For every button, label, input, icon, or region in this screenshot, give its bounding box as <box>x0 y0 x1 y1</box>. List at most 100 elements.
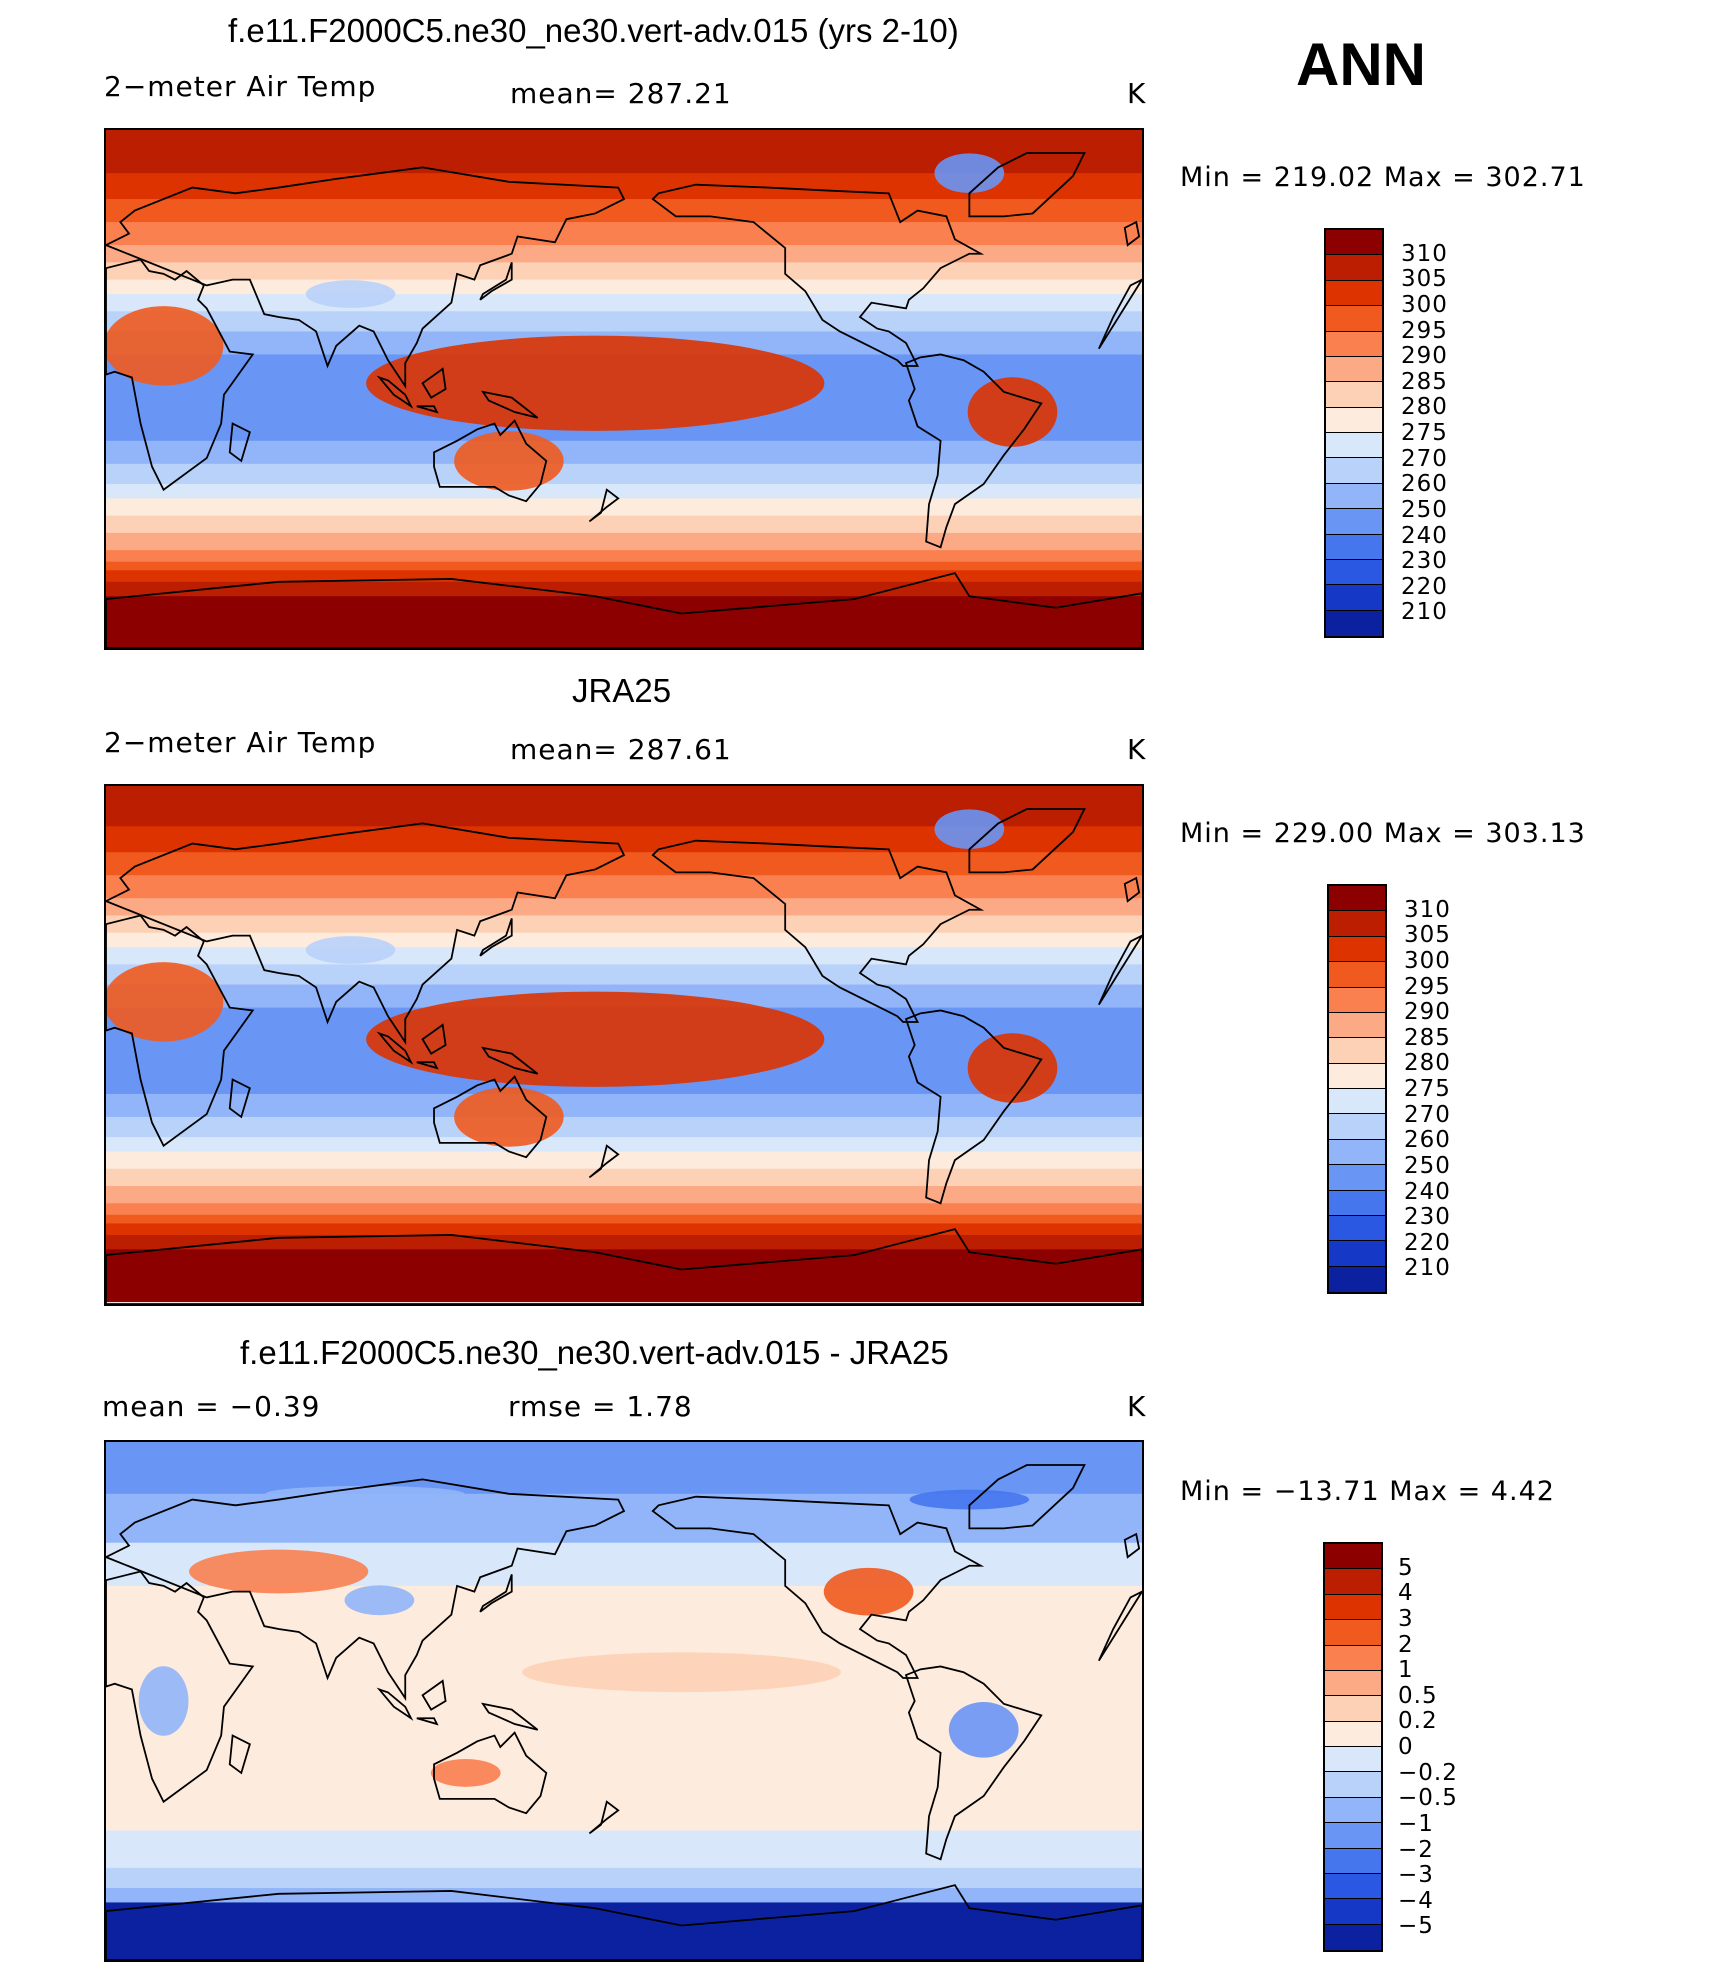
variable-label-model: 2−meter Air Temp <box>104 70 377 103</box>
colorbar-swatch <box>1325 1823 1381 1849</box>
colorbar-swatch <box>1325 1645 1381 1671</box>
colorbar-tick-label: 4 <box>1398 1580 1414 1607</box>
colorbar-swatch <box>1326 534 1382 560</box>
coastline <box>904 353 1043 549</box>
coastline <box>480 1046 539 1075</box>
coastline <box>421 367 447 399</box>
coastline <box>228 1078 251 1119</box>
colorbar-swatch <box>1325 1797 1381 1824</box>
colorbar-tick-label: 310 <box>1404 896 1451 923</box>
map-field <box>106 130 1142 648</box>
colorbar-swatch <box>1329 936 1385 963</box>
colorbar-swatch <box>1329 1165 1385 1191</box>
colorbar-tick-label: 270 <box>1404 1101 1451 1128</box>
coastline <box>416 405 439 414</box>
colorbar-tick-label: 285 <box>1401 368 1448 395</box>
colorbar-swatch <box>1325 1848 1381 1874</box>
coastline <box>1098 934 1142 1006</box>
minmax-label-model: Min = 219.02 Max = 302.71 <box>1180 162 1586 193</box>
colorbar-swatch <box>1329 1215 1385 1242</box>
variable-label-obs: 2−meter Air Temp <box>104 726 377 759</box>
colorbar-swatch <box>1326 407 1382 433</box>
map-model <box>104 128 1144 650</box>
coastline <box>376 375 414 409</box>
panel-title-model: f.e11.F2000C5.ne30_ne30.vert-adv.015 (yr… <box>228 12 959 49</box>
coastline <box>480 1702 539 1731</box>
map-obs <box>104 784 1144 1306</box>
coastline <box>651 183 985 367</box>
colorbar-tick-label: −1 <box>1398 1810 1434 1837</box>
colorbar-swatch <box>1326 509 1382 535</box>
colorbar-tick-label: 2 <box>1398 1631 1414 1658</box>
colorbar-swatch <box>1325 1696 1381 1722</box>
coastline <box>433 419 548 503</box>
colorbar-tick-label: 0.5 <box>1398 1682 1438 1709</box>
season-label: ANN <box>1296 31 1426 98</box>
colorbar-tick-label: 220 <box>1404 1229 1451 1256</box>
coastline <box>376 1687 414 1721</box>
colorbar-swatch <box>1326 483 1382 510</box>
colorbar-diff <box>1323 1542 1383 1952</box>
coastline <box>106 1478 626 1702</box>
coastline <box>106 1884 1142 1960</box>
colorbar-swatch <box>1326 458 1382 484</box>
coastline <box>106 258 255 492</box>
coastline <box>106 572 1142 648</box>
colorbar-swatch <box>1325 1594 1381 1621</box>
coastline <box>588 1800 620 1835</box>
colorbar-swatch <box>1326 331 1382 357</box>
colorbar-swatch <box>1326 559 1382 586</box>
colorbar-swatch <box>1329 1241 1385 1267</box>
colorbar-tick-label: −2 <box>1398 1836 1434 1863</box>
colorbar-tick-label: 300 <box>1401 291 1448 318</box>
coastline <box>106 822 626 1046</box>
mean-label-model: mean= 287.21 <box>510 77 732 110</box>
colorbar-swatch <box>1325 1620 1381 1646</box>
colorbar-swatch <box>1325 1924 1381 1950</box>
colorbar-tick-label: 1 <box>1398 1657 1414 1684</box>
colorbar-swatch <box>1325 1544 1381 1570</box>
mean-label-obs: mean= 287.61 <box>510 733 732 766</box>
colorbar-swatch <box>1326 356 1382 383</box>
map-diff <box>104 1440 1144 1962</box>
colorbar-swatch <box>1326 433 1382 459</box>
colorbar-tick-label: 310 <box>1401 240 1448 267</box>
coastline <box>228 1734 251 1775</box>
coastline <box>416 1717 439 1726</box>
colorbar-tick-label: 290 <box>1404 999 1451 1026</box>
panel-title-diff: f.e11.F2000C5.ne30_ne30.vert-adv.015 - J… <box>240 1334 949 1371</box>
coastline <box>228 422 251 463</box>
colorbar-swatch <box>1325 1873 1381 1900</box>
colorbar-tick-label: −5 <box>1398 1913 1434 1940</box>
colorbar-swatch <box>1329 886 1385 912</box>
colorbar-tick-label: 270 <box>1401 445 1448 472</box>
colorbar-tick-label: 275 <box>1404 1076 1451 1102</box>
coastline <box>588 488 620 523</box>
coastline <box>421 1679 447 1711</box>
colorbar-swatch <box>1325 1721 1381 1747</box>
colorbar-tick-label: 305 <box>1404 922 1451 949</box>
colorbar-tick-label: 0 <box>1398 1734 1414 1760</box>
coastline <box>416 1061 439 1070</box>
colorbar-tick-label: 295 <box>1401 317 1448 344</box>
colorbar-swatch <box>1325 1747 1381 1773</box>
colorbar-swatch <box>1329 1038 1385 1064</box>
colorbar-swatch <box>1326 382 1382 408</box>
colorbar-tick-label: 5 <box>1398 1554 1414 1581</box>
colorbar-model <box>1324 228 1384 638</box>
colorbar-swatch <box>1329 1063 1385 1089</box>
coastline <box>1123 1532 1141 1559</box>
colorbar-swatch <box>1329 1114 1385 1140</box>
colorbar-tick-label: 0.2 <box>1398 1708 1438 1735</box>
coastline <box>968 152 1086 218</box>
coastline <box>479 262 513 301</box>
coastline <box>376 1031 414 1065</box>
colorbar-tick-label: 305 <box>1401 266 1448 293</box>
coastline <box>479 918 513 957</box>
units-label-diff: K <box>1127 1390 1147 1423</box>
colorbar-tick-label: 220 <box>1401 573 1448 600</box>
minmax-label-diff: Min = −13.71 Max = 4.42 <box>1180 1476 1555 1507</box>
colorbar-tick-label: −3 <box>1398 1862 1434 1889</box>
colorbar-tick-label: 250 <box>1401 496 1448 523</box>
panel-title-obs: JRA25 <box>572 672 672 709</box>
